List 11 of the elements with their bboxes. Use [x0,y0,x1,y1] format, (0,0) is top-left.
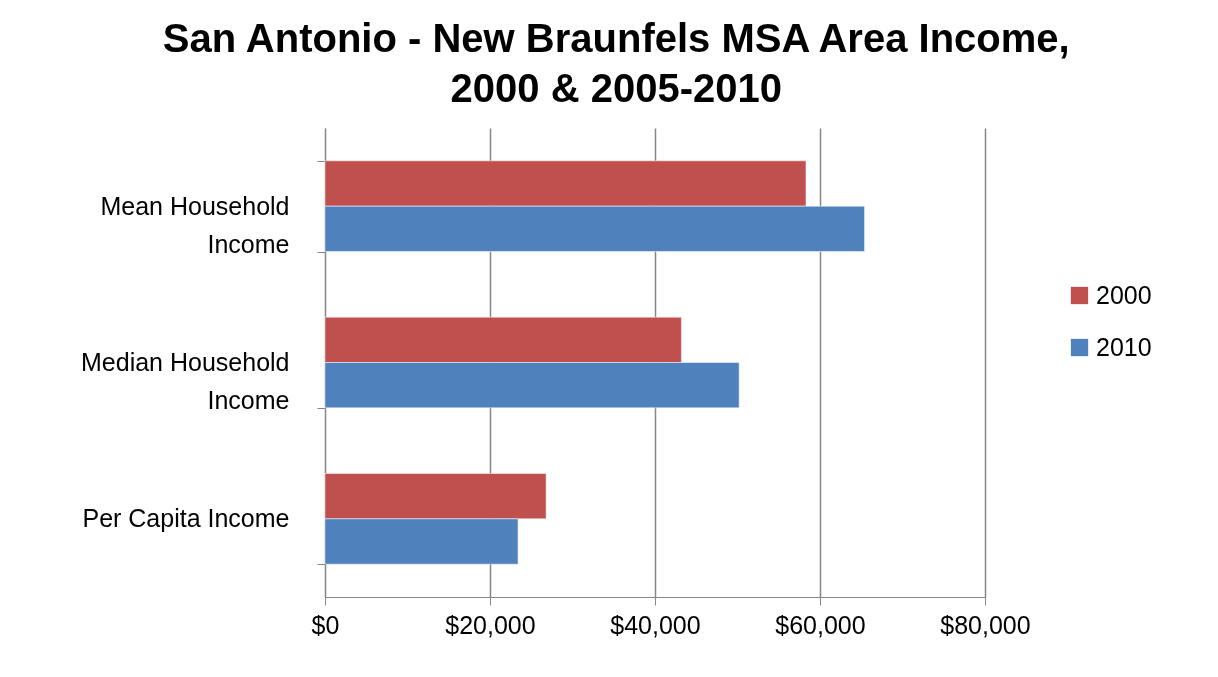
y-tick-label: Mean Household Income [100,191,290,258]
x-tick-label: $0 [311,610,340,639]
chart-title: San Antonio - New Braunfels MSA Area Income, 2000 & 2005-2010 [162,16,1070,110]
legend-label: 2000 [1096,280,1152,309]
x-tick-label: $60,000 [775,610,866,639]
y-tick-label: Median Household Income [81,348,290,414]
y-tick-label: Per Capita Income [82,504,290,533]
legend-label: 2010 [1096,332,1152,361]
x-tick-label: $20,000 [445,610,536,639]
x-tick-label: $40,000 [610,610,701,639]
x-tick-label: $80,000 [940,610,1031,639]
